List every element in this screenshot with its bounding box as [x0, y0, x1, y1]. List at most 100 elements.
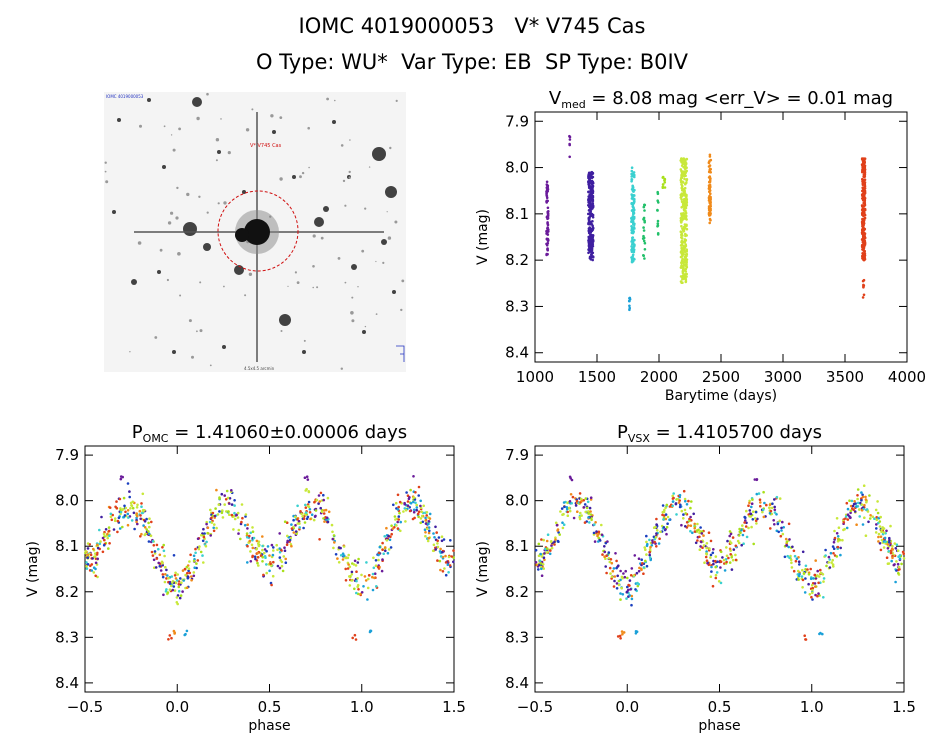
data-point: [689, 524, 693, 527]
field-star: [112, 210, 116, 214]
data-point: [543, 558, 546, 562]
data-point: [663, 178, 667, 182]
data-point: [835, 555, 839, 558]
data-point: [587, 237, 591, 241]
data-point: [248, 539, 252, 543]
data-point: [195, 562, 198, 565]
data-point: [645, 544, 649, 548]
data-point: [591, 186, 594, 190]
data-point: [590, 241, 593, 245]
faint-star: [394, 220, 398, 224]
data-point: [745, 509, 748, 513]
data-point: [719, 560, 723, 563]
data-point: [882, 527, 886, 530]
x-tick-label: 1500: [578, 368, 616, 386]
data-point: [723, 569, 727, 572]
data-point: [94, 561, 98, 565]
data-point: [188, 571, 192, 575]
data-point: [622, 572, 625, 575]
faint-star: [294, 271, 297, 274]
data-point: [654, 525, 657, 529]
data-point: [209, 534, 212, 537]
data-point: [568, 155, 571, 159]
data-point: [666, 515, 670, 519]
data-point: [684, 204, 688, 207]
data-point: [131, 500, 135, 504]
data-point: [172, 554, 176, 557]
data-point: [851, 504, 855, 508]
data-point: [768, 503, 772, 507]
faint-star: [308, 166, 310, 169]
data-point: [661, 183, 665, 186]
data-point: [862, 247, 865, 250]
data-point: [357, 588, 360, 591]
data-point: [682, 230, 685, 233]
field-star: [117, 118, 121, 122]
data-point: [419, 504, 422, 508]
faint-star: [129, 351, 131, 353]
data-point: [239, 537, 242, 541]
data-point: [190, 575, 193, 578]
data-point: [268, 569, 271, 573]
data-point: [412, 508, 416, 512]
data-point: [755, 522, 758, 525]
data-point: [406, 504, 410, 508]
data-point: [732, 548, 736, 551]
data-point: [452, 549, 455, 552]
data-point: [705, 550, 708, 553]
data-point: [731, 536, 735, 539]
data-point: [842, 521, 846, 524]
data-point: [367, 577, 370, 581]
data-point: [862, 165, 866, 168]
data-point: [587, 177, 591, 181]
data-point: [172, 629, 176, 633]
faint-star: [312, 265, 315, 268]
data-point: [661, 185, 665, 189]
faint-star: [400, 308, 403, 312]
data-point: [715, 571, 719, 574]
data-point: [161, 575, 165, 579]
data-point: [711, 584, 715, 588]
data-point: [568, 509, 572, 513]
data-point: [126, 482, 130, 485]
data-point: [684, 197, 688, 200]
data-point: [635, 630, 639, 633]
data-point: [863, 516, 866, 519]
data-point: [427, 537, 431, 540]
data-point: [139, 517, 142, 521]
data-point: [642, 566, 646, 569]
data-point: [221, 516, 225, 519]
data-point: [403, 502, 407, 506]
data-point: [202, 561, 205, 564]
data-point: [863, 196, 867, 200]
data-point: [685, 521, 689, 524]
faint-star: [220, 118, 222, 120]
data-point: [233, 504, 236, 507]
data-point: [350, 570, 354, 574]
data-point: [566, 501, 569, 505]
data-point: [535, 563, 538, 567]
data-point: [441, 550, 444, 554]
data-point: [390, 532, 394, 536]
data-point: [436, 542, 439, 545]
data-point: [404, 520, 407, 523]
data-point: [257, 564, 260, 567]
data-point: [672, 492, 675, 495]
data-point: [147, 521, 150, 525]
data-point: [306, 504, 310, 508]
data-point: [705, 546, 708, 550]
data-point: [898, 568, 901, 571]
data-point: [85, 567, 89, 570]
data-point: [177, 585, 181, 589]
data-point: [642, 205, 646, 209]
data-point: [737, 541, 741, 545]
data-point: [572, 516, 576, 520]
data-point: [682, 513, 685, 516]
data-point: [373, 572, 377, 575]
data-point: [795, 557, 799, 560]
data-point: [427, 531, 431, 535]
faint-star: [316, 286, 319, 289]
data-point: [371, 572, 375, 576]
data-point: [584, 510, 587, 514]
data-point: [420, 510, 424, 514]
